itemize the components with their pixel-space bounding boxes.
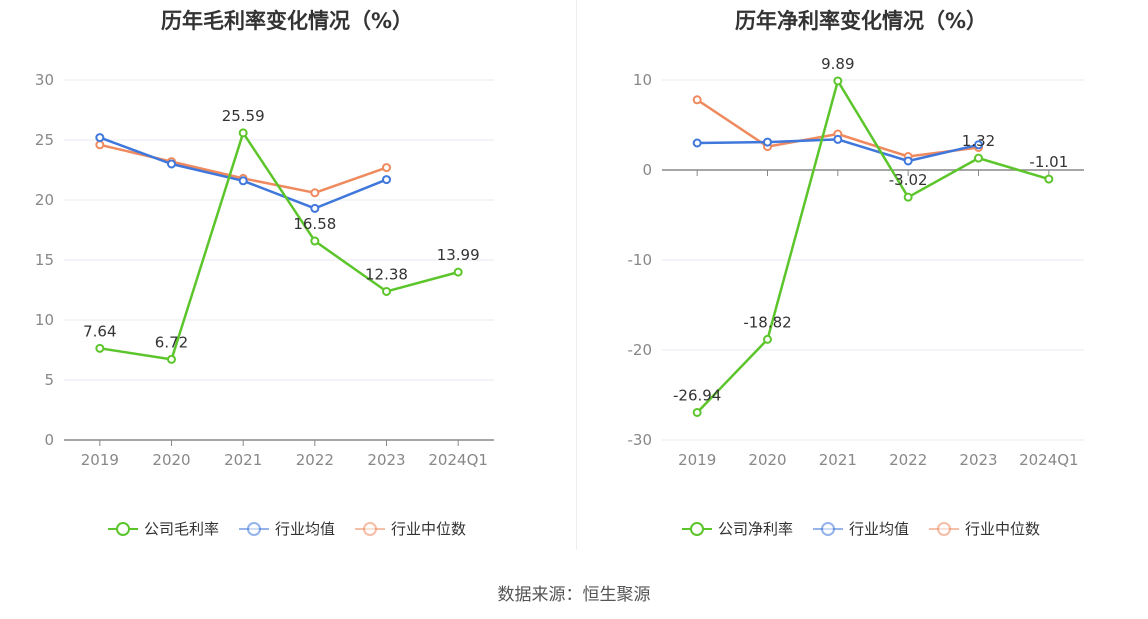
data-point: [974, 140, 983, 150]
gross-margin-chart: 历年毛利率变化情况（%） 0 5 10 15 20 25 30 2019 2020 2021 202…: [0, 0, 574, 560]
data-source: 数据来源：恒生聚源: [497, 585, 651, 605]
x-tick-label: 2019: [81, 451, 119, 469]
data-point: [310, 236, 320, 246]
net-margin-plot: -30 -20 -10 0 10 2019 2020 2021 2022 2023 2024Q1 -2…: [628, 55, 1084, 469]
legend-label: 行业中位数: [391, 520, 467, 538]
data-point: [833, 134, 843, 144]
y-tick-label: 10: [633, 71, 652, 89]
net-margin-chart: 历年净利率变化情况（%） -30 -20 -10 0 10 2019 2020 2021 202…: [574, 0, 1148, 560]
data-point: [167, 354, 176, 364]
data-label: 25.59: [222, 107, 265, 125]
data-label: -26.94: [673, 386, 721, 404]
x-tick-label: 2021: [224, 451, 262, 469]
data-point: [95, 133, 105, 143]
gross-margin-plot: 0 5 10 15 20 25 30 2019 2020 2021 2022 2023 2024Q1 7.…: [35, 71, 494, 469]
data-point: [382, 286, 391, 296]
legend-item[interactable]: 行业均值: [812, 518, 909, 539]
y-tick-label: 0: [44, 431, 54, 449]
legend-marker-icon: [929, 521, 959, 537]
series-line-2: [696, 98, 979, 158]
y-tick-label: 0: [642, 161, 652, 179]
y-tick-label: -20: [628, 341, 653, 359]
y-tick-label: 15: [35, 251, 54, 269]
data-label: 9.89: [821, 55, 854, 73]
data-point: [903, 192, 913, 202]
legend-item[interactable]: 行业中位数: [929, 518, 1040, 539]
data-label: 7.64: [83, 322, 116, 340]
data-point: [833, 76, 843, 86]
legend-item[interactable]: 公司净利率: [681, 518, 793, 539]
legend-item[interactable]: 公司毛利率: [107, 518, 219, 539]
legend-label: 行业均值: [848, 520, 909, 538]
x-tick-label: 2019: [678, 451, 716, 469]
x-tick-label: 2022: [889, 451, 927, 469]
data-point: [382, 163, 391, 173]
data-label: 13.99: [437, 246, 480, 264]
data-point: [382, 175, 391, 185]
chart-title: 历年毛利率变化情况（%）: [160, 9, 414, 33]
x-tick-label: 2023: [367, 451, 405, 469]
data-point: [238, 176, 248, 186]
data-point: [1044, 174, 1054, 184]
series-line-1: [99, 136, 387, 210]
x-tick-label: 2022: [296, 451, 334, 469]
data-point: [692, 95, 702, 105]
y-tick-label: 30: [35, 71, 54, 89]
data-point: [692, 138, 702, 148]
legend: 公司净利率 行业均值 行业中位数: [574, 518, 1148, 539]
data-label: 6.72: [155, 333, 188, 351]
data-label: -1.01: [1029, 153, 1068, 171]
data-point: [763, 137, 772, 147]
series-line-0: [99, 131, 459, 361]
legend-item[interactable]: 行业均值: [238, 518, 335, 539]
legend-item[interactable]: 行业中位数: [355, 518, 466, 539]
legend-marker-icon: [355, 521, 385, 537]
y-tick-label: 25: [35, 131, 54, 149]
panel-divider: [576, 0, 577, 550]
x-tick-label: 2024Q1: [428, 451, 488, 469]
data-point: [310, 203, 320, 213]
y-tick-label: 5: [44, 371, 54, 389]
x-tick-label: 2020: [152, 451, 190, 469]
x-tick-label: 2023: [959, 451, 997, 469]
data-point: [95, 140, 105, 150]
legend-label: 行业均值: [274, 520, 335, 538]
series-line-0: [696, 79, 1050, 414]
x-tick-label: 2020: [748, 451, 786, 469]
legend-label: 公司净利率: [717, 520, 793, 538]
data-point: [238, 128, 248, 138]
legend-marker-icon: [107, 521, 138, 537]
x-tick-label: 2024Q1: [1019, 451, 1079, 469]
data-label: 16.58: [293, 215, 336, 233]
y-tick-label: 10: [35, 311, 54, 329]
data-point: [974, 153, 983, 163]
y-tick-label: -30: [628, 431, 653, 449]
y-tick-label: 20: [35, 191, 54, 209]
series-line-2: [99, 143, 387, 195]
data-point: [167, 159, 176, 169]
data-point: [95, 343, 105, 353]
data-label: -18.82: [743, 313, 791, 331]
data-point: [692, 407, 702, 417]
data-point: [310, 188, 320, 198]
data-point: [763, 334, 772, 344]
y-tick-label: -10: [628, 251, 653, 269]
legend-marker-icon: [812, 521, 843, 537]
data-label: 1.32: [962, 132, 995, 150]
legend-marker-icon: [238, 521, 269, 537]
data-label: -3.02: [889, 171, 928, 189]
chart-title: 历年净利率变化情况（%）: [734, 9, 988, 33]
legend-label: 行业中位数: [965, 520, 1041, 538]
data-point: [903, 156, 913, 166]
legend: 公司毛利率 行业均值 行业中位数: [0, 518, 574, 539]
legend-label: 公司毛利率: [143, 520, 219, 538]
x-tick-label: 2021: [819, 451, 857, 469]
data-point: [453, 267, 463, 277]
data-label: 12.38: [365, 265, 408, 283]
legend-marker-icon: [681, 521, 712, 537]
